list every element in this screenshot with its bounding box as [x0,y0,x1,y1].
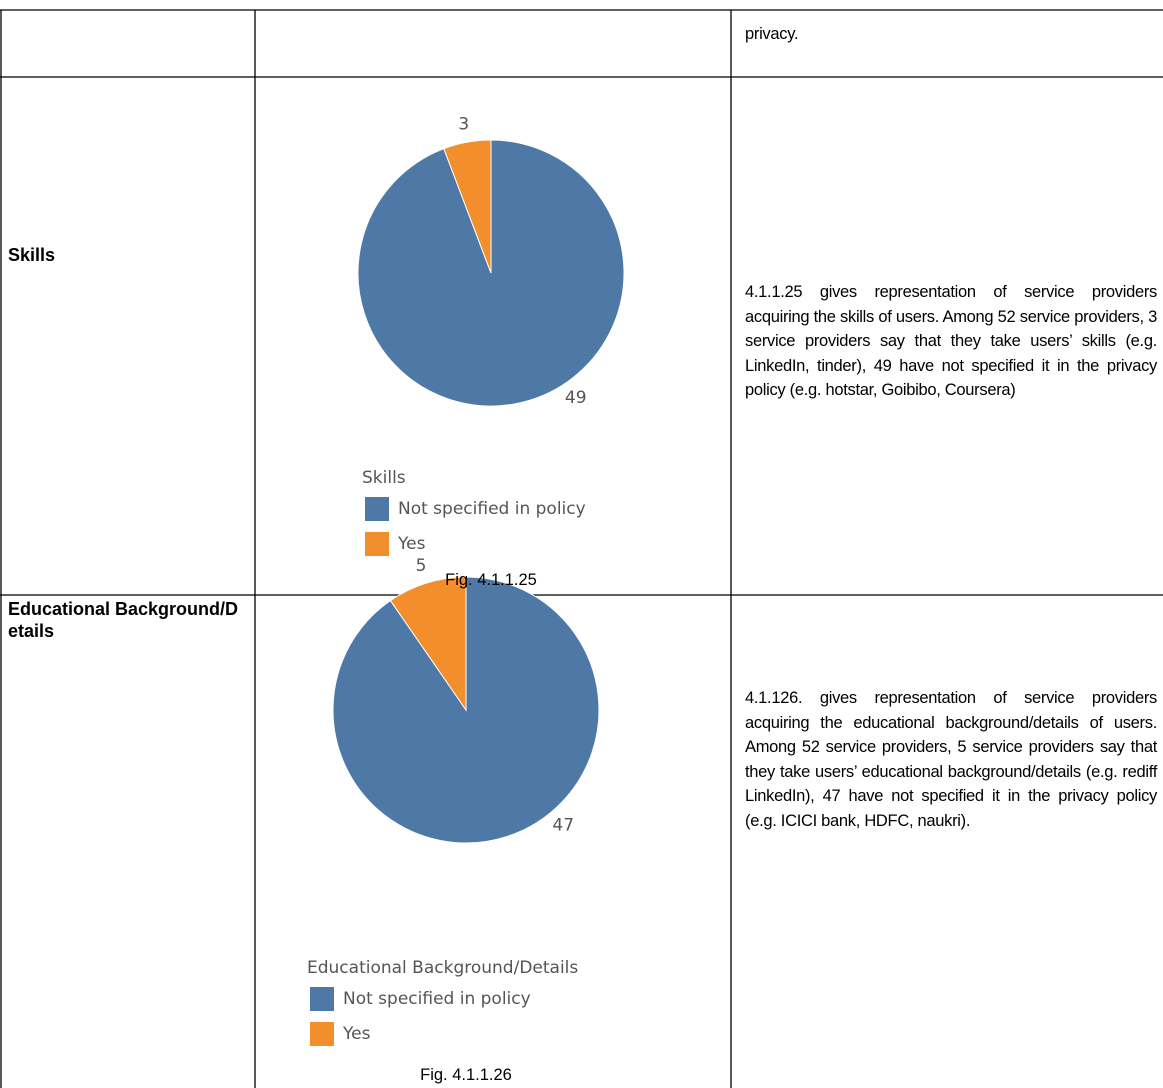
description: privacy. [745,25,799,43]
legend-swatch [365,497,389,521]
legend-title: Skills [362,468,406,488]
legend-swatch [365,532,389,556]
topic: Educational Background/Details [8,599,239,641]
legend-swatch [310,1022,334,1046]
caption: Fig. 4.1.1.26 [420,1066,512,1084]
slice-label: 47 [552,816,574,836]
caption: Fig. 4.1.1.25 [445,571,537,589]
legend-label: Not specified in policy [398,499,586,519]
slice-label: 5 [416,556,427,576]
description: 4.1.1.25 gives representation of service… [745,283,1157,399]
table-lines [0,9,1163,1088]
legend-label: Yes [397,534,426,554]
legend-swatch [310,987,334,1011]
topic: Skills [8,245,56,265]
pie-slice [389,576,467,712]
legend-label: Yes [342,1024,371,1044]
slice-label: 3 [458,114,469,134]
pie-slice [443,139,492,274]
slice-label: 49 [565,388,587,408]
legend-title: Educational Background/Details [307,958,578,978]
legend-label: Not specified in policy [343,989,531,1009]
description: 4.1.126. gives representation of service… [745,689,1157,830]
